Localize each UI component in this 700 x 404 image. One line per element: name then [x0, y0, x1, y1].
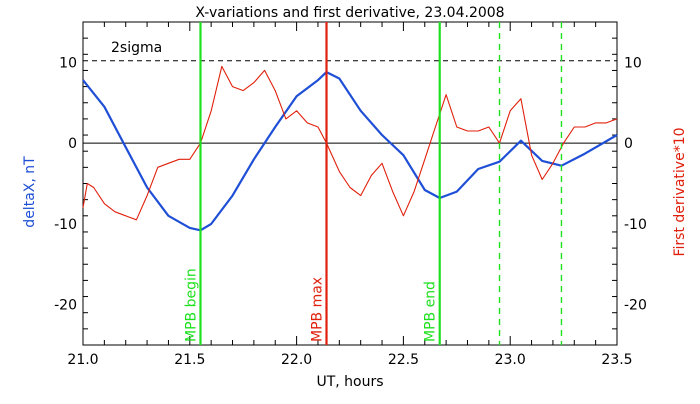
x-tick-label: 21.0 [67, 352, 98, 368]
x-tick-label: 22.5 [388, 352, 419, 368]
y-tick-label-right: 0 [624, 136, 633, 152]
x-tick-label: 22.0 [281, 352, 312, 368]
y-axis-label-left: deltaX, nT [22, 156, 38, 228]
y-axis-label-right: First derivative*10 [672, 127, 688, 256]
chart-title: X-variations and first derivative, 23.04… [195, 5, 504, 21]
x-tick-label: 23.5 [601, 352, 632, 368]
marker-label-2: MPB max [310, 277, 326, 342]
plot-frame [82, 21, 618, 346]
series-line-derivative [82, 65, 618, 221]
y-tick-label-right: -20 [624, 298, 647, 314]
marker-label-3: MPB end [423, 281, 439, 342]
y-tick-label-left: 0 [68, 136, 77, 152]
y-tick-label-right: -10 [624, 217, 647, 233]
y-tick-label-left: 10 [59, 55, 77, 71]
x-axis-label: UT, hours [316, 374, 383, 390]
series-line-deltax [82, 70, 618, 232]
marker-label-1: MPB begin [183, 268, 199, 342]
threshold-label: 2sigma [111, 40, 162, 56]
x-tick-label: 21.5 [174, 352, 205, 368]
plot-area: 2sigma 21.0 21.5 22.0 22.5 23.0 23.5 10 10 0 0 -10 -… [54, 21, 647, 368]
y-tick-label-left: -10 [54, 217, 77, 233]
x-tick-label: 23.0 [495, 352, 526, 368]
y-tick-label-left: -20 [54, 298, 77, 314]
y-tick-label-right: 10 [624, 55, 642, 71]
